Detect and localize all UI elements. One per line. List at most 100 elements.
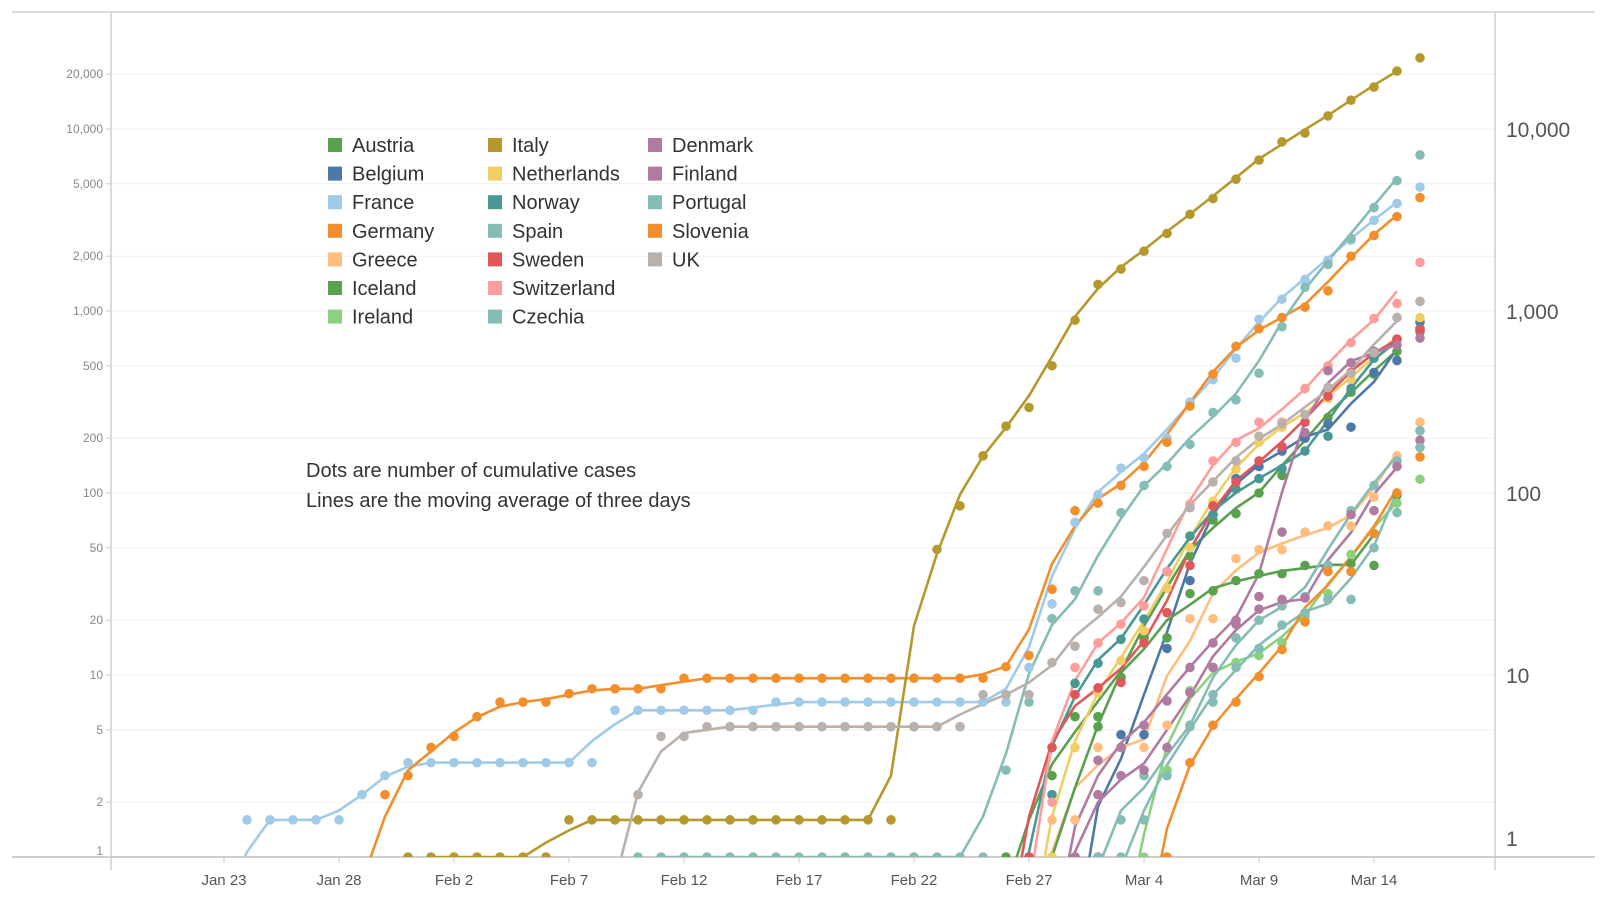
legend-swatch <box>648 195 662 210</box>
dot-france <box>1093 489 1103 500</box>
dot-slovenia <box>1323 566 1333 577</box>
dot-france <box>817 697 827 707</box>
dot-italy <box>495 852 505 857</box>
legend-item-ireland[interactable]: Ireland <box>328 307 413 329</box>
dot-greece <box>1047 815 1057 825</box>
dot-france <box>1139 453 1149 463</box>
dot-spain <box>1254 368 1264 379</box>
dot-uk <box>817 721 827 732</box>
legend-item-sweden[interactable]: Sweden <box>488 249 584 271</box>
legend-item-iceland[interactable]: Iceland <box>328 278 417 300</box>
dot-germany <box>1346 251 1356 262</box>
x-axis: Jan 23 Jan 28 Feb 2 Feb 7 Feb 12 Feb 17 Feb 22… <box>201 857 1397 889</box>
legend-swatch <box>488 252 502 267</box>
y-tick-label-left: 2,000 <box>73 249 103 263</box>
dot-germany <box>1116 480 1126 491</box>
dot-greece <box>1415 417 1425 427</box>
dot-netherlands <box>1415 312 1425 323</box>
dot-france <box>794 697 804 707</box>
dot-germany <box>1024 650 1034 661</box>
legend-swatch <box>488 281 502 295</box>
dot-france <box>1369 215 1379 226</box>
dot-finland <box>1300 593 1310 603</box>
dot-france <box>1392 198 1402 209</box>
legend-item-denmark[interactable]: Denmark <box>648 135 754 157</box>
dot-france <box>495 757 505 768</box>
line-germany <box>369 214 1398 857</box>
dot-denmark <box>1415 333 1425 343</box>
dot-norway <box>1047 789 1057 800</box>
legend-item-austria[interactable]: Austria <box>328 135 415 157</box>
dot-italy <box>1024 402 1034 413</box>
legend-item-slovenia[interactable]: Slovenia <box>648 221 750 243</box>
legend-item-italy[interactable]: Italy <box>488 135 549 157</box>
dot-spain <box>633 852 643 857</box>
dot-netherlands <box>1139 625 1149 636</box>
dot-france <box>1001 697 1011 707</box>
legend-item-portugal[interactable]: Portugal <box>648 192 747 214</box>
dot-finland <box>1277 594 1287 605</box>
dot-uk <box>1346 368 1356 379</box>
y-tick-label-left: 2 <box>96 795 103 809</box>
line-finland <box>1072 466 1398 857</box>
dot-spain <box>1346 233 1356 244</box>
dot-france <box>1254 314 1264 325</box>
dot-germany <box>679 673 689 684</box>
series-dots <box>242 53 1425 857</box>
dot-uk <box>1162 528 1172 539</box>
legend-item-uk[interactable]: UK <box>648 249 700 271</box>
legend-label: Netherlands <box>512 164 620 186</box>
dot-uk <box>932 721 942 732</box>
dot-spain <box>978 852 988 857</box>
dot-switzerland <box>1139 601 1149 611</box>
dot-uk <box>840 721 850 732</box>
dot-france <box>840 697 850 707</box>
dot-italy <box>426 852 436 857</box>
dot-czechia <box>1369 480 1379 491</box>
dot-france <box>311 815 321 825</box>
legend-item-belgium[interactable]: Belgium <box>328 164 424 186</box>
dot-switzerland <box>1162 566 1172 577</box>
dot-sweden <box>1116 677 1126 688</box>
dot-spain <box>909 852 919 857</box>
legend-swatch <box>488 166 502 181</box>
dot-switzerland <box>1208 456 1218 466</box>
legend-item-germany[interactable]: Germany <box>328 221 434 243</box>
legend-item-spain[interactable]: Spain <box>488 221 563 243</box>
dot-italy <box>1208 193 1218 204</box>
legend-item-czechia[interactable]: Czechia <box>488 307 585 329</box>
legend-item-norway[interactable]: Norway <box>488 192 580 214</box>
y-tick-label-left: 20,000 <box>66 67 103 81</box>
dot-italy <box>955 501 965 511</box>
legend-item-switzerland[interactable]: Switzerland <box>488 278 615 300</box>
dot-belgium <box>1323 419 1333 429</box>
dot-iceland <box>1369 560 1379 571</box>
legend-label: Greece <box>352 249 418 271</box>
legend-item-finland[interactable]: Finland <box>648 164 738 186</box>
dot-switzerland <box>1369 313 1379 324</box>
y-tick-label-left: 10,000 <box>66 122 103 136</box>
dot-uk <box>679 731 689 742</box>
dot-france <box>1300 274 1310 285</box>
dot-germany <box>541 697 551 707</box>
dot-italy <box>449 852 459 857</box>
dot-ireland <box>1139 852 1149 857</box>
legend-label: Finland <box>672 164 738 186</box>
legend-item-netherlands[interactable]: Netherlands <box>488 164 620 186</box>
legend-item-greece[interactable]: Greece <box>328 249 418 271</box>
dot-sweden <box>1254 456 1264 466</box>
dot-france <box>863 697 873 707</box>
dot-ireland <box>1415 474 1425 485</box>
dot-uk <box>1300 409 1310 420</box>
x-tick-label: Feb 17 <box>776 872 823 889</box>
dot-spain <box>1277 321 1287 332</box>
dot-slovenia <box>1346 566 1356 577</box>
legend-item-france[interactable]: France <box>328 192 414 214</box>
dot-denmark <box>1254 591 1264 602</box>
dot-slovenia <box>1300 617 1310 627</box>
dot-france <box>518 757 528 768</box>
y-tick-label-right: 1 <box>1506 828 1518 851</box>
dot-germany <box>403 770 413 781</box>
dot-germany <box>794 673 804 684</box>
dot-norway <box>1254 473 1264 484</box>
